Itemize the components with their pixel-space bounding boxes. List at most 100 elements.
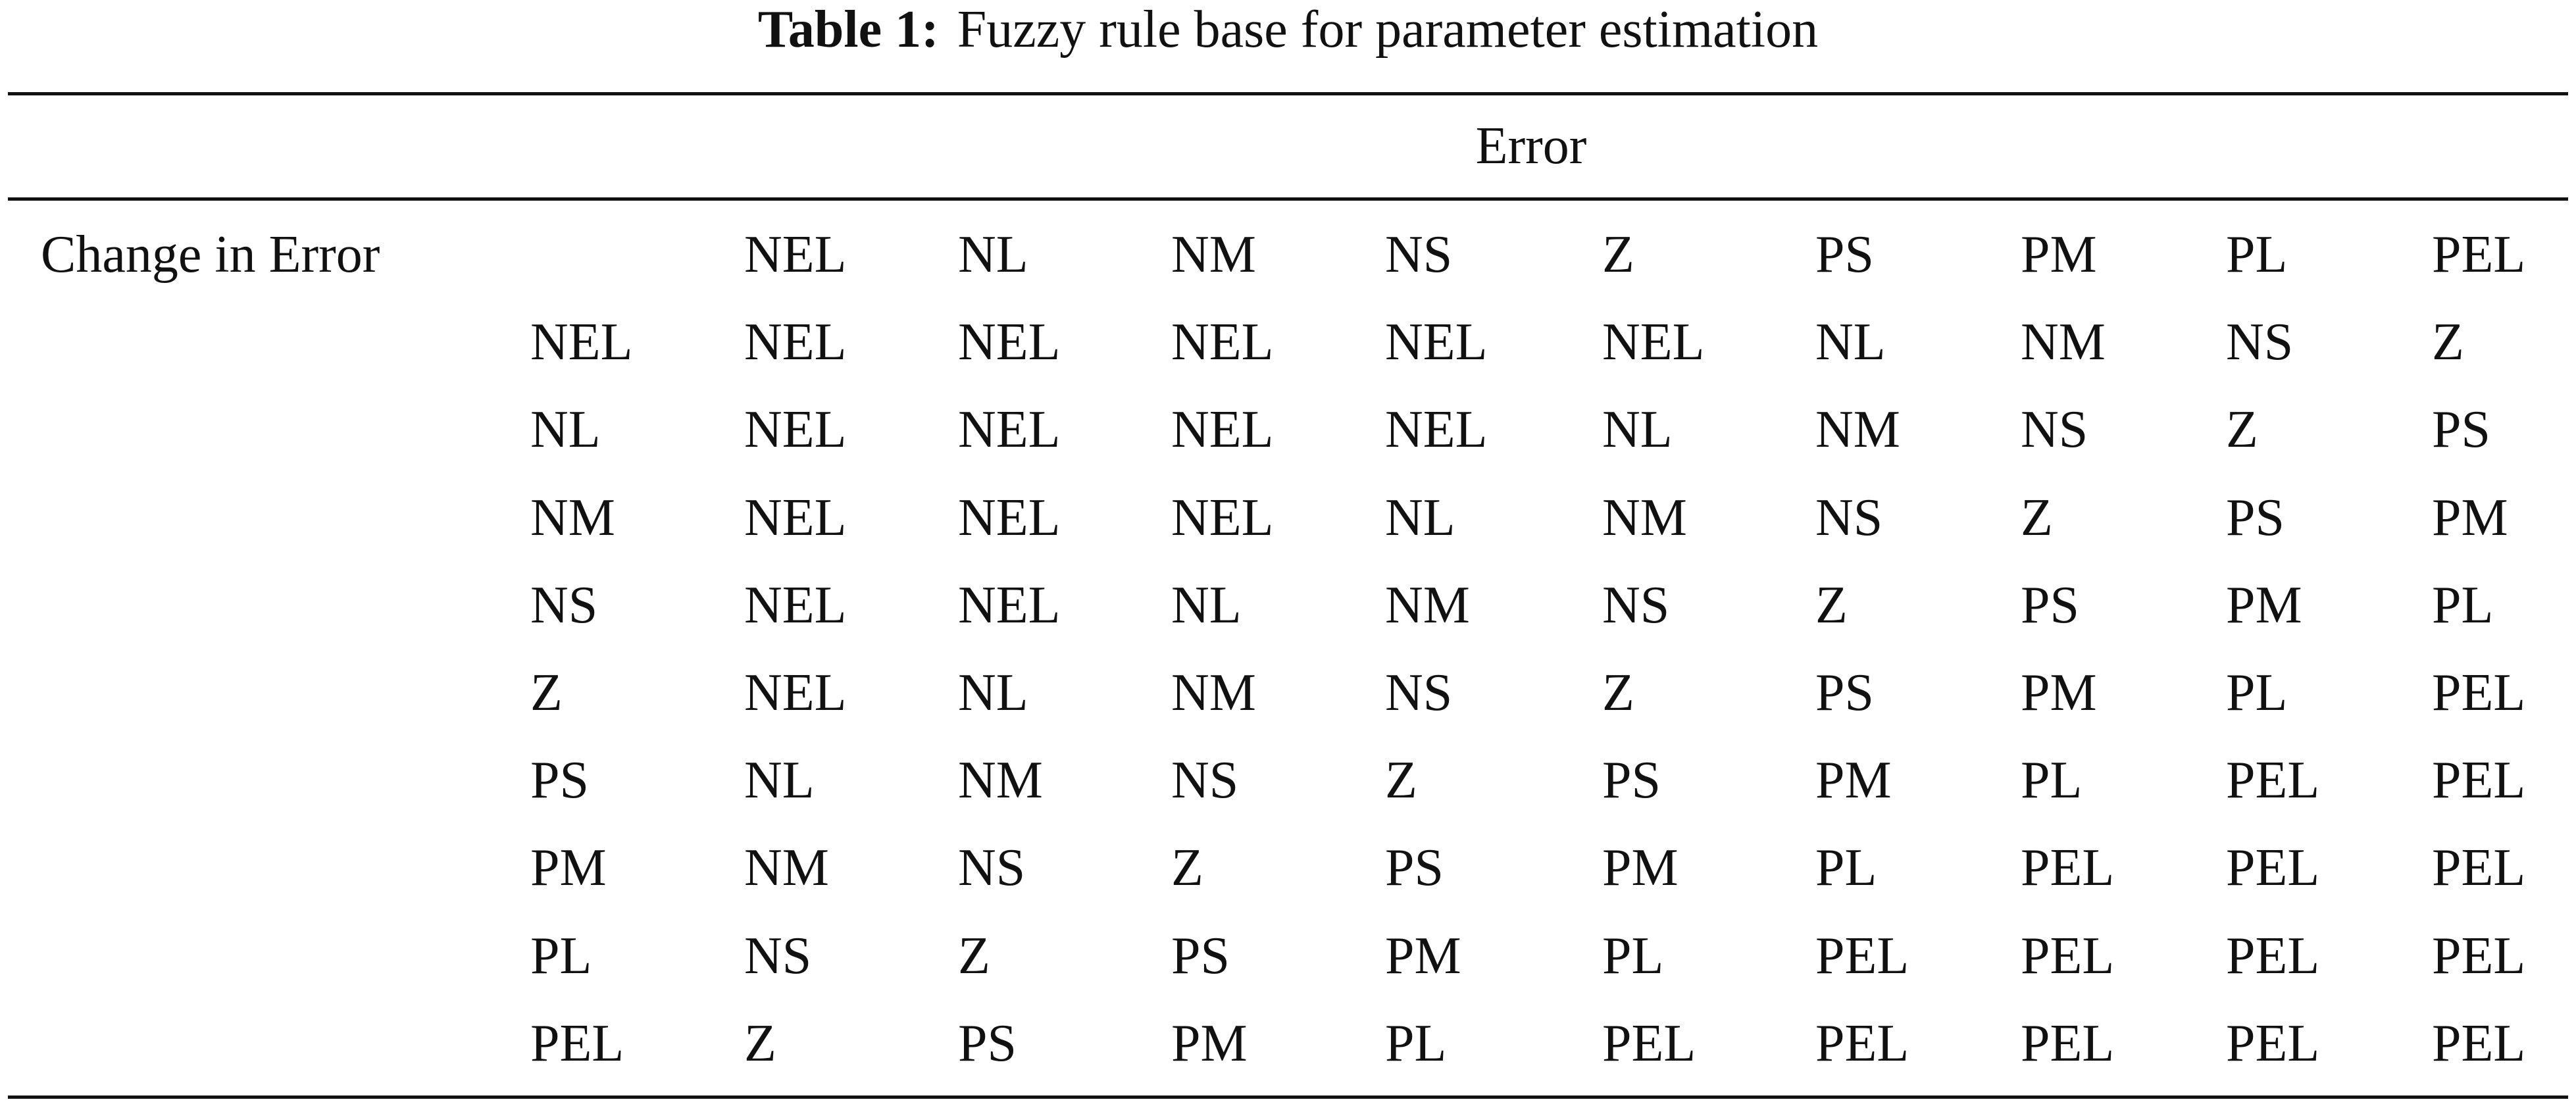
table-cell: NEL bbox=[1385, 313, 1488, 372]
table-cell: PEL bbox=[2226, 926, 2320, 985]
row-label: PS bbox=[530, 751, 589, 810]
row-label: NEL bbox=[530, 313, 633, 372]
row-label: PM bbox=[530, 839, 607, 897]
row-header: Change in Error bbox=[41, 226, 380, 284]
table-cell: PEL bbox=[2432, 664, 2526, 722]
table-cell: PEL bbox=[2432, 751, 2526, 810]
table-cell: NS bbox=[1171, 751, 1239, 810]
table-cell: NEL bbox=[958, 313, 1061, 372]
table-cell: PM bbox=[1815, 751, 1892, 810]
table-cell: PEL bbox=[1815, 1014, 1909, 1072]
table-cell: NEL bbox=[1171, 488, 1274, 547]
table-cell: NEL bbox=[744, 488, 847, 547]
table-cell: PL bbox=[1385, 1014, 1447, 1072]
table-cell: PEL bbox=[2021, 839, 2115, 897]
column-header: PM bbox=[2021, 226, 2097, 284]
table-cell: PM bbox=[1171, 1014, 1248, 1072]
column-header: NM bbox=[1171, 226, 1256, 284]
table-cell: NM bbox=[1385, 576, 1470, 634]
table-cell: NEL bbox=[744, 664, 847, 722]
table-cell: NM bbox=[958, 751, 1043, 810]
column-header: Z bbox=[1602, 226, 1634, 284]
table-cell: NS bbox=[1602, 576, 1670, 634]
table-cell: PS bbox=[1815, 664, 1874, 722]
row-label: PL bbox=[530, 926, 592, 985]
table-cell: NEL bbox=[1385, 401, 1488, 459]
table-cell: NM bbox=[1602, 488, 1687, 547]
table-caption: Table 1: Fuzzy rule base for parameter es… bbox=[0, 3, 2576, 56]
table-cell: PL bbox=[1815, 839, 1877, 897]
table-cell: NL bbox=[1815, 313, 1886, 372]
table-cell: NL bbox=[1171, 576, 1242, 634]
table-cell: PEL bbox=[2226, 1014, 2320, 1072]
caption-text: Fuzzy rule base for parameter estimation bbox=[957, 1, 1819, 59]
caption-label: Table 1: bbox=[757, 1, 939, 59]
table-cell: NEL bbox=[1171, 313, 1274, 372]
row-label: PEL bbox=[530, 1014, 624, 1072]
mid-rule bbox=[8, 197, 2568, 201]
table-cell: PS bbox=[2226, 488, 2285, 547]
table-cell: NS bbox=[2021, 401, 2088, 459]
row-label: NM bbox=[530, 488, 615, 547]
row-label: Z bbox=[530, 664, 563, 722]
table-cell: NL bbox=[1385, 488, 1455, 547]
table-cell: PM bbox=[2226, 576, 2302, 634]
table-cell: PM bbox=[1385, 926, 1461, 985]
table-cell: PEL bbox=[2021, 926, 2115, 985]
table-cell: Z bbox=[958, 926, 990, 985]
table-cell: PS bbox=[2021, 576, 2079, 634]
bottom-rule bbox=[8, 1095, 2568, 1099]
table-cell: PL bbox=[2226, 664, 2288, 722]
table-cell: PS bbox=[1385, 839, 1444, 897]
table-cell: Z bbox=[1171, 839, 1203, 897]
group-header: Error bbox=[1475, 117, 1587, 175]
table-cell: NM bbox=[2021, 313, 2106, 372]
table-cell: PS bbox=[1602, 751, 1661, 810]
table-cell: NEL bbox=[744, 576, 847, 634]
table-cell: PL bbox=[2432, 576, 2494, 634]
table-cell: NEL bbox=[744, 313, 847, 372]
table-cell: NS bbox=[958, 839, 1026, 897]
table-cell: NM bbox=[1815, 401, 1900, 459]
table-cell: PS bbox=[958, 1014, 1017, 1072]
top-rule bbox=[8, 92, 2568, 95]
table-cell: PM bbox=[2432, 488, 2508, 547]
table-cell: PEL bbox=[2226, 751, 2320, 810]
table-cell: NL bbox=[1602, 401, 1673, 459]
table-cell: PEL bbox=[2226, 839, 2320, 897]
table-cell: Z bbox=[1815, 576, 1848, 634]
table-cell: NL bbox=[744, 751, 815, 810]
table-cell: PL bbox=[1602, 926, 1664, 985]
table-cell: NM bbox=[744, 839, 829, 897]
table-cell: NEL bbox=[744, 401, 847, 459]
table-cell: NS bbox=[1385, 664, 1453, 722]
table-cell: Z bbox=[744, 1014, 776, 1072]
table-cell: NEL bbox=[958, 401, 1061, 459]
table-cell: NEL bbox=[958, 576, 1061, 634]
table-cell: PEL bbox=[2432, 839, 2526, 897]
row-label: NL bbox=[530, 401, 601, 459]
table-cell: Z bbox=[2226, 401, 2258, 459]
column-header: PS bbox=[1815, 226, 1874, 284]
table-cell: PL bbox=[2021, 751, 2083, 810]
column-header: PL bbox=[2226, 226, 2288, 284]
row-label: NS bbox=[530, 576, 598, 634]
table-cell: NEL bbox=[958, 488, 1061, 547]
table-cell: PEL bbox=[2432, 1014, 2526, 1072]
table-cell: NEL bbox=[1171, 401, 1274, 459]
table-cell: Z bbox=[1385, 751, 1417, 810]
table-cell: PEL bbox=[1815, 926, 1909, 985]
table-cell: PS bbox=[1171, 926, 1230, 985]
table-cell: NM bbox=[1171, 664, 1256, 722]
table-cell: Z bbox=[1602, 664, 1634, 722]
table-cell: NS bbox=[744, 926, 812, 985]
table-cell: NS bbox=[1815, 488, 1883, 547]
table-cell: Z bbox=[2432, 313, 2464, 372]
table-cell: PEL bbox=[2021, 1014, 2115, 1072]
table-cell: PM bbox=[2021, 664, 2097, 722]
column-header: PEL bbox=[2432, 226, 2526, 284]
table-cell: PEL bbox=[2432, 926, 2526, 985]
column-header: NEL bbox=[744, 226, 847, 284]
column-header: NS bbox=[1385, 226, 1453, 284]
